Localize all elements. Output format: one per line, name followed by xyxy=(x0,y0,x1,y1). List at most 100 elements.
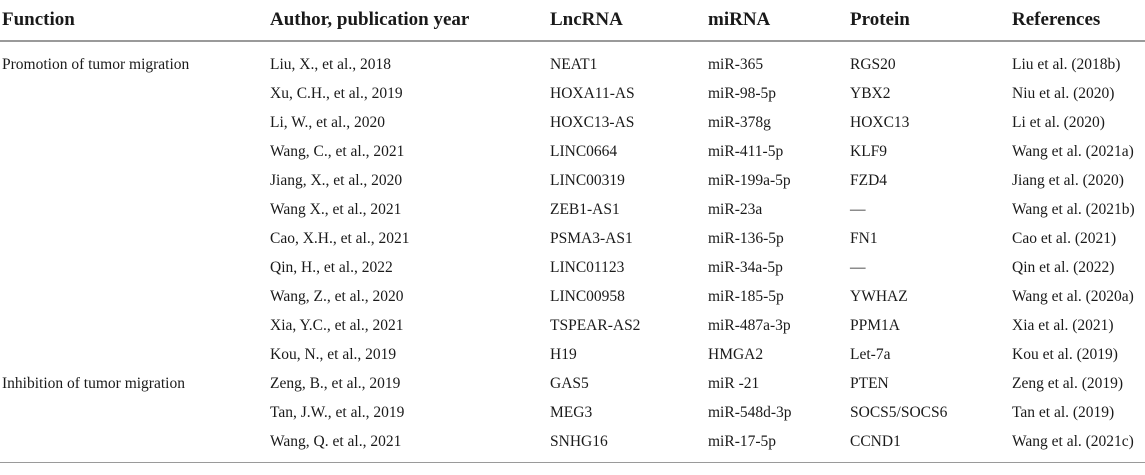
cell-function xyxy=(0,224,270,253)
cell-function xyxy=(0,340,270,369)
cell-reference: Li et al. (2020) xyxy=(1012,113,1105,131)
cell-mirna: miR-365 xyxy=(708,55,764,73)
cell-function xyxy=(0,195,270,224)
table-row: Li, W., et al., 2020 HOXC13-AS miR-378g … xyxy=(0,108,1145,137)
cell-mirna: miR-34a-5p xyxy=(708,258,783,276)
cell-reference: Zeng et al. (2019) xyxy=(1012,374,1124,392)
cell-author: Li, W., et al., 2020 xyxy=(270,113,385,131)
cell-mirna: miR-487a-3p xyxy=(708,316,791,334)
cell-lncrna: LINC00319 xyxy=(550,171,625,189)
table-row: Promotion of tumor migration Liu, X., et… xyxy=(0,41,1145,79)
cell-protein: CCND1 xyxy=(850,427,1012,463)
cell-lncrna: TSPEAR-AS2 xyxy=(550,316,641,334)
cell-mirna: miR -21 xyxy=(708,374,760,392)
cell-author: Kou, N., et al., 2019 xyxy=(270,345,397,363)
cell-protein: HOXC13 xyxy=(850,113,910,131)
cell-author: Zeng, B., et al., 2019 xyxy=(270,374,401,392)
cell-lncrna: PSMA3-AS1 xyxy=(550,229,633,247)
cell-author: Liu, X., et al., 2018 xyxy=(270,55,391,73)
header-mirna: miRNA xyxy=(708,0,850,42)
cell-reference: Kou et al. (2019) xyxy=(1012,345,1118,363)
cell-function xyxy=(0,282,270,311)
cell-protein: Let-7a xyxy=(850,345,891,363)
table-row: Wang, C., et al., 2021 LINC0664 miR-411-… xyxy=(0,137,1145,166)
cell-lncrna: HOXC13-AS xyxy=(550,113,635,131)
header-references: References xyxy=(1012,0,1145,42)
cell-mirna: miR-548d-3p xyxy=(708,403,792,421)
cell-lncrna: HOXA11-AS xyxy=(550,84,635,102)
cell-reference: Tan et al. (2019) xyxy=(1012,403,1115,421)
cell-protein: KLF9 xyxy=(850,142,888,160)
cell-protein: YBX2 xyxy=(850,84,891,102)
cell-author: Xia, Y.C., et al., 2021 xyxy=(270,316,404,334)
table-body: Promotion of tumor migration Liu, X., et… xyxy=(0,41,1145,463)
cell-reference: Liu et al. (2018b) xyxy=(1012,55,1121,73)
cell-author: Xu, C.H., et al., 2019 xyxy=(270,84,403,102)
cell-mirna: miR-185-5p xyxy=(708,287,784,305)
cell-protein: FZD4 xyxy=(850,171,888,189)
cell-protein: — xyxy=(850,258,866,276)
cell-reference: Wang et al. (2021b) xyxy=(1012,200,1135,218)
cell-function: Promotion of tumor migration xyxy=(2,55,190,73)
table-row: Cao, X.H., et al., 2021 PSMA3-AS1 miR-13… xyxy=(0,224,1145,253)
cell-protein: SOCS5/SOCS6 xyxy=(850,403,948,421)
cell-lncrna: ZEB1-AS1 xyxy=(550,200,620,218)
cell-author: Wang, C., et al., 2021 xyxy=(270,142,405,160)
cell-reference: Wang et al. (2021a) xyxy=(1012,142,1134,160)
table-row: Tan, J.W., et al., 2019 MEG3 miR-548d-3p… xyxy=(0,398,1145,427)
cell-lncrna: LINC0664 xyxy=(550,142,618,160)
cell-author: Jiang, X., et al., 2020 xyxy=(270,171,403,189)
header-author: Author, publication year xyxy=(270,0,550,42)
header-row: Function Author, publication year LncRNA… xyxy=(0,0,1145,42)
table-row: Wang X., et al., 2021 ZEB1-AS1 miR-23a —… xyxy=(0,195,1145,224)
cell-lncrna: LINC01123 xyxy=(550,258,625,276)
cell-mirna: miR-199a-5p xyxy=(708,171,791,189)
cell-mirna: miR-23a xyxy=(708,200,763,218)
cell-reference: Jiang et al. (2020) xyxy=(1012,171,1124,189)
header-lncrna: LncRNA xyxy=(550,0,708,42)
cell-function xyxy=(0,137,270,166)
cell-author: Wang, Z., et al., 2020 xyxy=(270,287,404,305)
cell-function: Inhibition of tumor migration xyxy=(2,374,185,392)
cell-mirna: HMGA2 xyxy=(708,345,764,363)
cell-protein: PPM1A xyxy=(850,316,900,334)
cell-function xyxy=(0,79,270,108)
cell-protein: RGS20 xyxy=(850,55,896,73)
cell-reference: Qin et al. (2022) xyxy=(1012,258,1115,276)
table-header: Function Author, publication year LncRNA… xyxy=(0,0,1145,42)
cell-lncrna: NEAT1 xyxy=(550,55,598,73)
cell-protein: FN1 xyxy=(850,229,878,247)
cell-reference: Wang et al. (2020a) xyxy=(1012,287,1134,305)
cell-lncrna: MEG3 xyxy=(550,403,593,421)
cell-mirna: miR-98-5p xyxy=(708,84,777,102)
cell-lncrna: SNHG16 xyxy=(550,427,708,463)
cell-mirna: miR-411-5p xyxy=(708,142,784,160)
table-row: Wang, Z., et al., 2020 LINC00958 miR-185… xyxy=(0,282,1145,311)
cell-protein: YWHAZ xyxy=(850,287,908,305)
cell-author: Wang X., et al., 2021 xyxy=(270,200,402,218)
cell-lncrna: H19 xyxy=(550,345,577,363)
cell-function xyxy=(0,108,270,137)
cell-protein: — xyxy=(850,200,866,218)
table-row: Wang, Q. et al., 2021 SNHG16 miR-17-5p C… xyxy=(0,427,1145,463)
table-row: Jiang, X., et al., 2020 LINC00319 miR-19… xyxy=(0,166,1145,195)
cell-reference: Niu et al. (2020) xyxy=(1012,84,1115,102)
cell-lncrna: LINC00958 xyxy=(550,287,625,305)
cell-reference: Cao et al. (2021) xyxy=(1012,229,1117,247)
cell-mirna: miR-136-5p xyxy=(708,229,784,247)
cell-mirna: miR-17-5p xyxy=(708,427,850,463)
cell-reference: Wang et al. (2021c) xyxy=(1012,427,1145,463)
cell-function xyxy=(0,253,270,282)
header-function: Function xyxy=(0,0,270,42)
cell-protein: PTEN xyxy=(850,374,889,392)
cell-author: Wang, Q. et al., 2021 xyxy=(270,427,550,463)
cell-author: Cao, X.H., et al., 2021 xyxy=(270,229,410,247)
cell-function xyxy=(0,311,270,340)
cell-function xyxy=(0,398,270,427)
cell-author: Qin, H., et al., 2022 xyxy=(270,258,393,276)
cell-function xyxy=(0,427,270,463)
cell-author: Tan, J.W., et al., 2019 xyxy=(270,403,405,421)
cell-function xyxy=(0,166,270,195)
table-row: Xu, C.H., et al., 2019 HOXA11-AS miR-98-… xyxy=(0,79,1145,108)
